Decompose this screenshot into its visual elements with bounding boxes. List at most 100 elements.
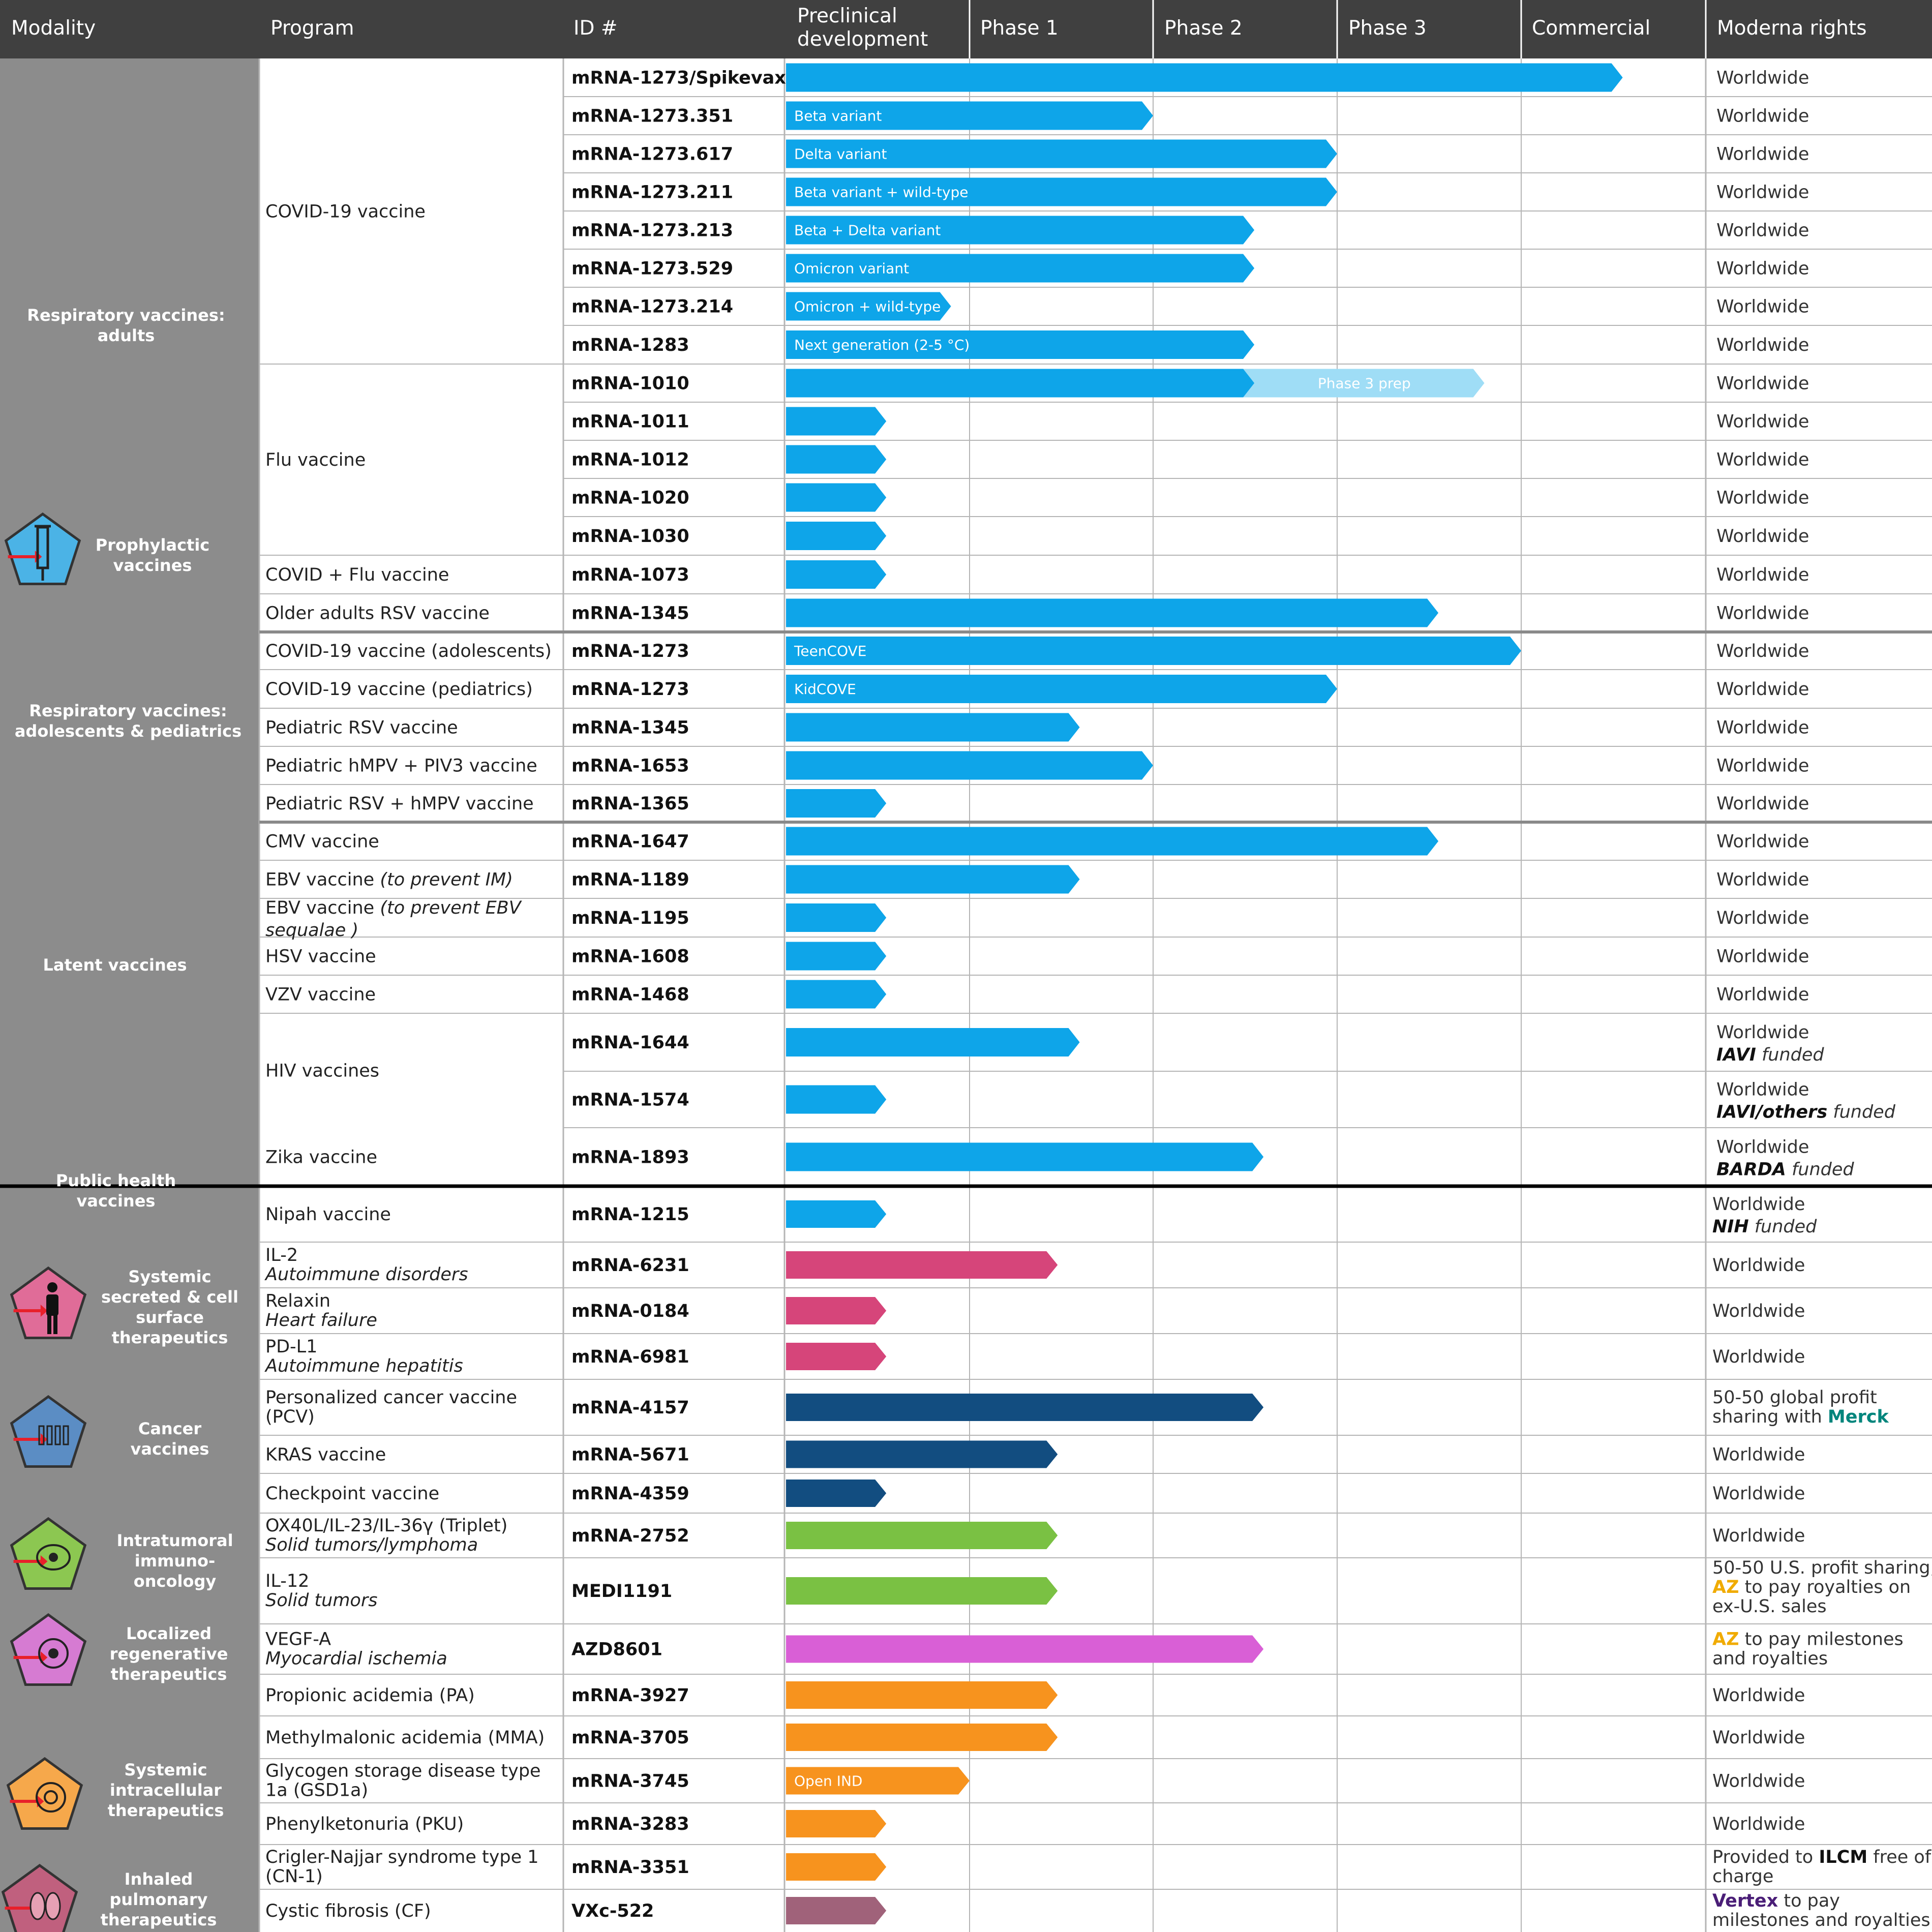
rights-text: Worldwide	[1716, 450, 1809, 470]
program-id: mRNA-4359	[571, 1484, 689, 1504]
program-label: Pediatric RSV vaccine	[265, 718, 458, 738]
pipeline-bar	[786, 330, 1255, 359]
program-id: mRNA-1273	[571, 679, 689, 700]
pipeline-bar	[786, 1440, 1058, 1468]
header-label: Phase 1	[980, 17, 1059, 40]
program-label-italic: Solid tumors	[265, 1590, 377, 1611]
program-id: mRNA-1273	[571, 641, 689, 661]
program-id: mRNA-1273.211	[571, 183, 733, 203]
rights-text: Worldwide	[1716, 832, 1809, 852]
bar-label: Beta + Delta variant	[794, 222, 941, 239]
program-id: mRNA-1468	[571, 985, 689, 1005]
rights-text: ex-U.S. sales	[1712, 1596, 1827, 1617]
program-label: Methylmalonic acidemia (MMA)	[265, 1728, 545, 1748]
rights-text: Worldwide	[1716, 68, 1809, 88]
rights-text: Worldwide	[1712, 1685, 1805, 1706]
program-label: (PCV)	[265, 1407, 315, 1427]
program-label: Glycogen storage disease type	[265, 1761, 541, 1782]
rights-text: Worldwide	[1712, 1771, 1805, 1792]
modality-label: surface	[136, 1308, 204, 1327]
pipeline-bar	[786, 1343, 887, 1370]
rights-text: Worldwide	[1716, 679, 1809, 700]
pipeline-bar	[786, 942, 887, 971]
cell-icon	[10, 1517, 87, 1590]
program-label-italic: Myocardial ischemia	[265, 1649, 447, 1669]
program-id: mRNA-3351	[571, 1857, 689, 1878]
rights-text: IAVI/others funded	[1716, 1102, 1896, 1123]
program-label-italic: Heart failure	[265, 1310, 377, 1331]
bar-label: Delta variant	[794, 146, 887, 163]
program-id: mRNA-1647	[571, 832, 689, 852]
program-id: mRNA-6981	[571, 1347, 689, 1367]
modality-label: Intratumoral	[116, 1531, 233, 1550]
pipeline-bar	[786, 675, 1337, 703]
program-label-italic: Autoimmune hepatitis	[264, 1356, 463, 1376]
program-id: mRNA-1020	[571, 488, 689, 508]
header-bar	[0, 0, 1932, 58]
pipeline-bar	[786, 1085, 887, 1114]
person-icon	[10, 1266, 87, 1339]
pipeline-bar	[786, 483, 887, 512]
rights-text: charge	[1712, 1866, 1773, 1887]
pipeline-bar	[786, 1577, 1058, 1605]
rights-text: Worldwide	[1716, 565, 1809, 585]
bar-label: Open IND	[794, 1773, 862, 1790]
bar-label: Omicron variant	[794, 260, 909, 277]
rights-text: 50-50 global profit	[1712, 1387, 1877, 1408]
rights-text: Provided to ILCM free of	[1712, 1847, 1931, 1867]
program-id: mRNA-1073	[571, 565, 689, 585]
pipeline-bar	[786, 1394, 1264, 1421]
modality-label: Respiratory vaccines:	[27, 306, 225, 325]
rights-text: Worldwide	[1712, 1301, 1805, 1321]
pipeline-bar	[786, 560, 887, 589]
pipeline-bar	[786, 1810, 887, 1837]
pipeline-bar	[786, 1681, 1058, 1709]
rights-text: sharing with Merck	[1712, 1407, 1889, 1427]
program-id: MEDI1191	[571, 1581, 672, 1602]
program-id: mRNA-1273/Spikevax®	[571, 68, 804, 88]
modality-label: adults	[98, 326, 155, 345]
program-label: Crigler-Najjar syndrome type 1	[265, 1847, 539, 1867]
program-id: mRNA-3705	[571, 1728, 689, 1748]
program-id: mRNA-1574	[571, 1090, 689, 1110]
program-id: AZD8601	[571, 1640, 662, 1660]
rights-text: Worldwide	[1716, 1022, 1809, 1043]
pipeline-bar	[786, 827, 1439, 856]
program-label: HSV vaccine	[265, 947, 376, 967]
rights-text: Worldwide	[1716, 794, 1809, 814]
program-id: VXc-522	[571, 1901, 654, 1921]
program-id: mRNA-1215	[571, 1204, 689, 1225]
modality-label: Systemic	[124, 1760, 207, 1779]
header-label: Modality	[11, 17, 96, 40]
modality-label: therapeutics	[108, 1801, 224, 1820]
rights-text: Worldwide	[1716, 488, 1809, 508]
rights-text: Worldwide	[1716, 297, 1809, 317]
pipeline-bar	[786, 980, 887, 1009]
program-label: COVID-19 vaccine	[265, 202, 426, 222]
rights-text: Worldwide	[1712, 1194, 1805, 1215]
syringe-icon	[4, 512, 81, 585]
rights-text: Worldwide	[1712, 1445, 1805, 1465]
pipeline-bar	[786, 865, 1080, 894]
lungs-icon	[1, 1863, 78, 1932]
program-label: (CN-1)	[265, 1866, 323, 1887]
pipeline-bar	[786, 1767, 970, 1795]
pipeline-bar	[786, 369, 1255, 398]
pipeline-bar	[786, 713, 1080, 742]
pipeline-bar	[786, 216, 1255, 245]
program-label: Propionic acidemia (PA)	[265, 1685, 475, 1706]
pipeline-bar	[786, 522, 887, 550]
rights-text: Worldwide	[1716, 947, 1809, 967]
modality-label: Localized	[126, 1624, 212, 1643]
rights-text: Worldwide	[1716, 412, 1809, 432]
pipeline-bar	[786, 254, 1255, 283]
program-label: EBV vaccine (to prevent EBV	[265, 898, 522, 918]
modality-label: pulmonary	[110, 1890, 208, 1909]
vials-icon	[10, 1395, 87, 1468]
pipeline-bar	[786, 63, 1623, 92]
pipeline-bar	[786, 407, 887, 436]
modality-label: Inhaled	[125, 1869, 193, 1889]
rights-text: Worldwide	[1716, 144, 1809, 165]
